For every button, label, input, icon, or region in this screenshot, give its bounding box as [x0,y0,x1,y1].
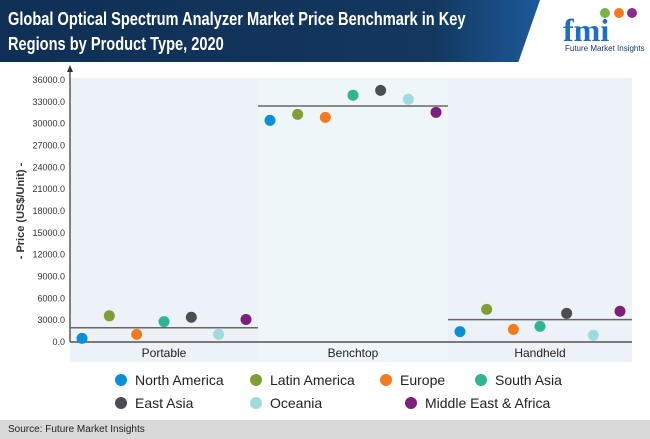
y-axis-arrow [67,65,73,72]
y-tick-label: 36000.0 [32,75,65,85]
data-point [185,311,197,323]
data-point [375,84,387,96]
y-tick-label: 18000.0 [32,206,65,216]
data-point [534,320,546,332]
legend-item: Europe [380,372,445,388]
x-tick-label: Benchtop [328,346,379,360]
title-bar [0,0,540,62]
data-point [614,305,626,317]
data-point [430,106,442,118]
legend-label: Middle East & Africa [425,395,551,411]
category-panel [70,78,258,362]
legend-swatch [475,374,487,386]
legend-item: South Asia [475,372,562,388]
data-point [240,313,252,325]
legend-swatch [115,374,127,386]
category-panel [258,78,448,362]
y-tick-label: 27000.0 [32,141,65,151]
data-point [481,303,493,315]
data-point [213,328,225,340]
legend-label: South Asia [495,372,562,388]
y-axis-label: - Price (US$/Unit) - [15,162,27,259]
fmi-logo: fmi [563,8,637,48]
y-tick-label: 30000.0 [32,119,65,129]
svg-text:fmi: fmi [563,12,609,48]
data-point [507,323,519,335]
data-point [76,332,88,344]
y-tick-label: 21000.0 [32,184,65,194]
legend-item: Oceania [250,395,322,411]
data-point [561,307,573,319]
legend-item: East Asia [115,395,193,411]
legend-label: North America [135,372,224,388]
y-tick-label: 15000.0 [32,228,65,238]
chart-title: Global Optical Spectrum Analyzer Market … [8,8,466,54]
y-tick-label: 6000.0 [37,293,65,303]
legend-swatch [405,397,417,409]
legend-swatch [250,374,262,386]
y-tick-label: 33000.0 [32,97,65,107]
data-point [454,326,466,338]
category-panel [448,78,632,362]
data-point [264,114,276,126]
y-tick-label: 12000.0 [32,250,65,260]
data-point [402,93,414,105]
y-tick-label: 3000.0 [37,315,65,325]
legend-label: Latin America [270,372,355,388]
x-tick-label: Handheld [514,346,565,360]
legend-item: Latin America [250,372,355,388]
data-point [158,316,170,328]
y-tick-label: 9000.0 [37,272,65,282]
data-point [347,89,359,101]
data-point [103,310,115,322]
legend-swatch [380,374,392,386]
legend-swatch [115,397,127,409]
legend-item: Middle East & Africa [405,395,550,411]
data-point [319,111,331,123]
legend-label: Oceania [270,395,323,411]
legend-label: East Asia [135,395,194,411]
legend-label: Europe [400,372,446,388]
data-point [131,328,143,340]
legend-swatch [250,397,262,409]
y-tick-label: 24000.0 [32,162,65,172]
source-footer: Source: Future Market Insights [0,420,650,439]
data-point [587,329,599,341]
y-tick-label: 0.0 [52,337,65,347]
chart: 0.0 3000.0 6000.0 9000.0 12000.0 15000.0 18000… [15,65,632,362]
logo-tagline: Future Market Insights [565,44,645,53]
x-tick-label: Portable [142,346,187,360]
data-point [292,108,304,120]
legend-item: North America [115,372,224,388]
